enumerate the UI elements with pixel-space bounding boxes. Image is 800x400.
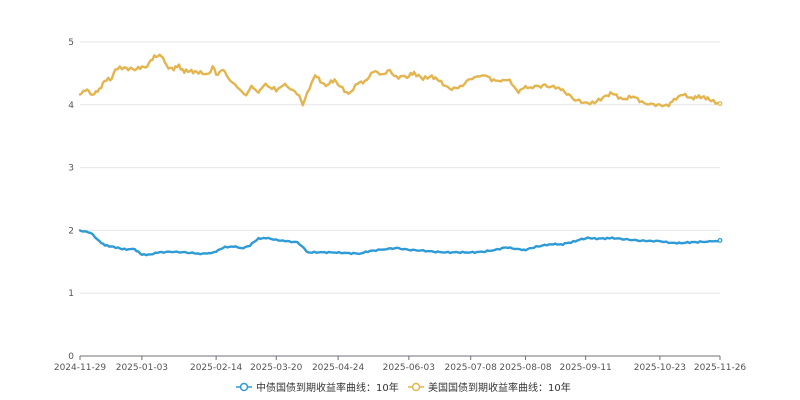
gridlines [80, 41, 720, 294]
x-tick-label-3: 2025-03-20 [250, 363, 303, 373]
y-tick-label-0: 0 [68, 352, 74, 362]
y-tick-label-1: 1 [68, 289, 74, 299]
x-tick-label-5: 2025-06-03 [383, 363, 435, 373]
x-tick-label-2: 2025-02-14 [190, 363, 243, 373]
x-tick-label-7: 2025-08-08 [499, 363, 552, 373]
x-tick-label-6: 2025-07-08 [445, 363, 498, 373]
legend-item-1[interactable]: 美国国债到期收益率曲线：10年 [408, 381, 571, 394]
y-tick-label-2: 2 [68, 226, 74, 236]
legend-marker-1 [411, 382, 421, 392]
legend-marker-0 [239, 382, 249, 392]
legend-label-0: 中债国债到期收益率曲线：10年 [256, 381, 399, 394]
x-tick-label-10: 2025-11-26 [694, 363, 747, 373]
legend-label-1: 美国国债到期收益率曲线：10年 [428, 381, 571, 394]
series-line-0 [78, 229, 722, 257]
legend-item-0[interactable]: 中债国债到期收益率曲线：10年 [236, 381, 399, 394]
legend[interactable]: 中债国债到期收益率曲线：10年 美国国债到期收益率曲线：10年 [236, 381, 571, 394]
x-tick-label-8: 2025-09-11 [559, 363, 611, 373]
y-tick-label-4: 4 [68, 101, 74, 111]
axes: 0 1 2 3 4 5 2024-11-29 2025-01-03 2025-02-14 2025… [54, 38, 747, 373]
series-lines [78, 53, 723, 257]
x-tick-label-9: 2025-10-23 [634, 363, 686, 373]
series-end-point-1 [717, 101, 723, 106]
series-line-1 [78, 53, 722, 108]
x-tick-label-1: 2025-01-03 [116, 363, 168, 373]
y-tick-label-5: 5 [68, 38, 74, 48]
x-tick-label-0: 2024-11-29 [54, 363, 107, 373]
x-tick-label-4: 2025-04-24 [312, 363, 365, 373]
series-end-point-0 [717, 238, 723, 243]
y-tick-label-3: 3 [68, 164, 74, 174]
